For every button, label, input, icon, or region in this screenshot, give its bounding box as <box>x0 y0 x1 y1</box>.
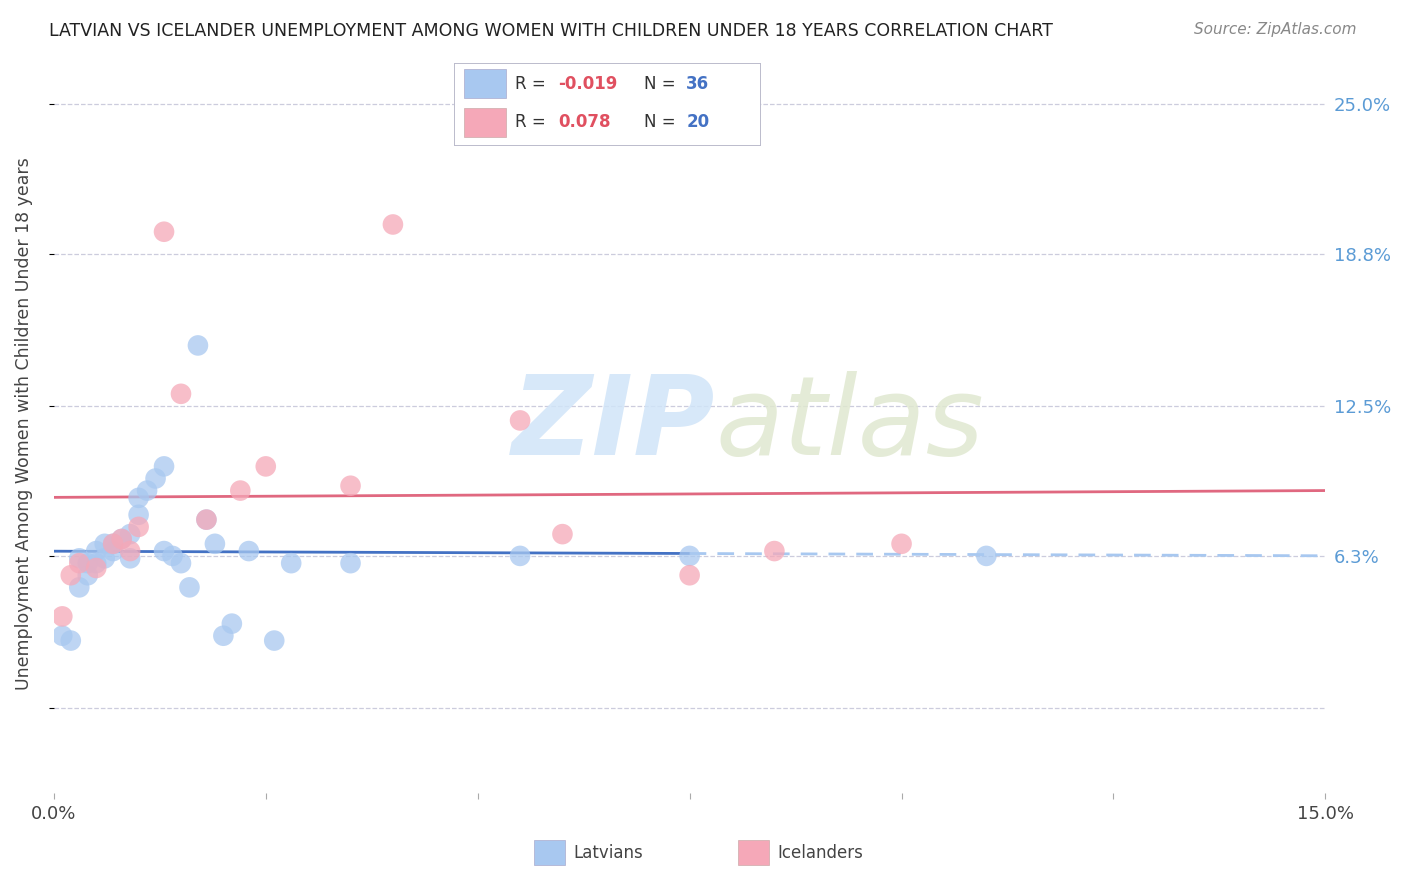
Point <box>170 387 193 401</box>
Point <box>120 544 142 558</box>
Point <box>67 556 90 570</box>
Point <box>59 568 82 582</box>
Point <box>339 556 361 570</box>
Point <box>238 544 260 558</box>
Point <box>678 568 700 582</box>
Point <box>136 483 159 498</box>
Point <box>128 508 150 522</box>
Point <box>111 532 134 546</box>
Point <box>120 527 142 541</box>
Point <box>153 544 176 558</box>
Point <box>162 549 184 563</box>
Point <box>339 479 361 493</box>
Point <box>195 513 218 527</box>
Point <box>221 616 243 631</box>
Point <box>101 537 124 551</box>
Point <box>763 544 786 558</box>
Point <box>84 561 107 575</box>
Point <box>381 218 404 232</box>
Point <box>280 556 302 570</box>
Point <box>153 225 176 239</box>
Text: Source: ZipAtlas.com: Source: ZipAtlas.com <box>1194 22 1357 37</box>
Point <box>128 520 150 534</box>
Point <box>120 551 142 566</box>
Point <box>51 629 73 643</box>
Point <box>551 527 574 541</box>
Point <box>509 413 531 427</box>
Point <box>101 544 124 558</box>
Point <box>93 551 115 566</box>
Point <box>195 513 218 527</box>
Point <box>76 568 98 582</box>
Point <box>976 549 998 563</box>
Point <box>93 537 115 551</box>
Point <box>84 544 107 558</box>
Point <box>509 549 531 563</box>
Point <box>67 551 90 566</box>
Y-axis label: Unemployment Among Women with Children Under 18 years: Unemployment Among Women with Children U… <box>15 158 32 690</box>
Point <box>153 459 176 474</box>
Point <box>145 471 167 485</box>
Point <box>170 556 193 570</box>
Point <box>263 633 285 648</box>
Point <box>187 338 209 352</box>
Point <box>254 459 277 474</box>
Point <box>111 532 134 546</box>
Text: atlas: atlas <box>716 370 984 477</box>
Point <box>678 549 700 563</box>
Point <box>76 556 98 570</box>
Point <box>890 537 912 551</box>
Text: ZIP: ZIP <box>512 370 716 477</box>
Point <box>84 556 107 570</box>
Point <box>204 537 226 551</box>
Point <box>51 609 73 624</box>
Point <box>179 580 201 594</box>
Text: Icelanders: Icelanders <box>778 844 863 862</box>
Text: LATVIAN VS ICELANDER UNEMPLOYMENT AMONG WOMEN WITH CHILDREN UNDER 18 YEARS CORRE: LATVIAN VS ICELANDER UNEMPLOYMENT AMONG … <box>49 22 1053 40</box>
Point <box>229 483 252 498</box>
Point <box>59 633 82 648</box>
Text: Latvians: Latvians <box>574 844 644 862</box>
Point <box>128 491 150 505</box>
Point <box>67 580 90 594</box>
Point <box>212 629 235 643</box>
Point <box>101 537 124 551</box>
